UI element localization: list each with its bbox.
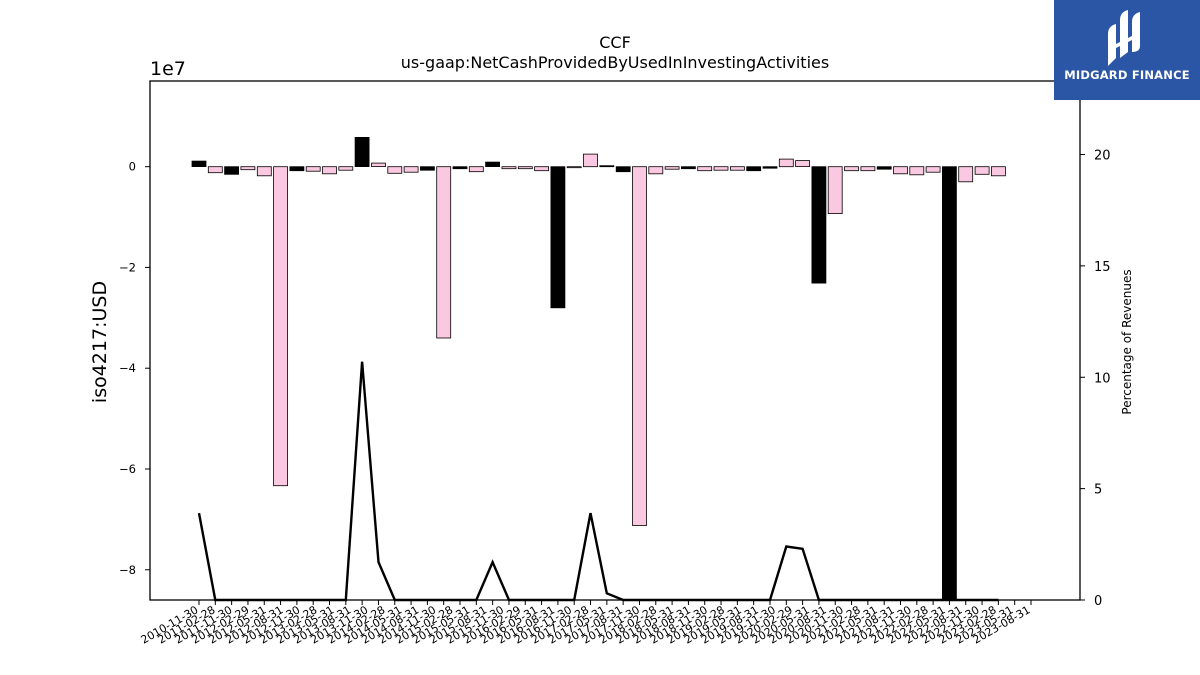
bar-2020-08-31 [827,166,843,214]
bar-2015-02-28 [468,166,484,173]
bar-2011-02-28 [207,166,223,174]
bar-2019-05-31 [746,166,762,172]
bar-2011-11-30 [256,166,272,177]
bar-2011-05-31 [224,166,240,175]
y-tick-label: −8 [119,563,136,577]
chart-title: CCF [599,33,631,52]
bar-2023-02-28 [991,166,1006,177]
bar-2015-08-31 [501,166,517,170]
bar-2019-11-30 [778,158,794,168]
bar-2013-08-31 [371,162,386,168]
y-axis-label: iso4217:USD [89,281,111,403]
bars-layer [191,136,1006,601]
y-offset-label: 1e7 [150,58,186,80]
midgard-logo-icon [1108,10,1140,66]
bar-2014-11-30 [452,166,468,170]
bar-2020-05-31 [811,166,827,284]
y-tick-label: −2 [119,260,136,274]
bar-2011-08-31 [240,166,256,171]
logo-text: MIDGARD FINANCE [1064,68,1190,82]
bar-2014-08-31 [436,166,452,339]
axes-layer: 0−2−4−6−8051015202010-11-302011-02-28201… [119,149,1111,647]
bar-2018-02-28 [664,166,680,170]
bar-2021-08-31 [893,166,908,175]
bar-2014-05-31 [419,166,435,171]
line-layer [197,361,999,602]
bar-2018-05-31 [681,166,696,170]
y2-tick-label: 5 [1094,483,1102,498]
bar-2021-05-31 [876,166,892,170]
y2-tick-label: 10 [1094,371,1111,386]
bar-2020-02-29 [795,160,810,168]
bar-2022-08-31 [958,166,974,183]
bar-2012-05-31 [289,166,305,172]
bar-2022-11-30 [974,166,990,175]
y2-tick-label: 20 [1094,149,1111,164]
bar-2015-11-30 [517,166,533,170]
bar-2014-02-28 [403,166,419,173]
bar-2018-11-30 [713,166,729,171]
bar-2019-02-28 [730,166,745,171]
bar-2012-02-29 [273,166,289,487]
bar-2016-02-29 [534,166,549,172]
bar-2010-11-30 [191,160,207,168]
bar-2015-05-31 [485,161,501,168]
bar-2017-02-28 [599,165,615,168]
y2-axis-label: Percentage of Revenues [1120,269,1134,414]
bar-2018-08-31 [697,166,713,172]
y-tick-label: −6 [119,462,136,476]
bar-2021-11-30 [909,166,925,176]
bar-2017-05-31 [615,166,631,173]
bar-2021-02-28 [860,166,876,172]
bar-2017-11-30 [648,166,664,175]
bar-2013-05-31 [354,136,370,167]
bar-2013-02-28 [338,166,354,171]
y2-tick-label: 15 [1094,260,1111,275]
bar-2017-08-31 [632,166,647,526]
bar-2012-08-31 [305,166,321,172]
bar-2016-08-31 [566,166,582,169]
y-tick-label: 0 [129,160,136,174]
bar-2016-05-31 [550,166,566,309]
y2-tick-label: 0 [1094,594,1102,609]
bar-2020-11-30 [844,166,859,172]
bar-2022-02-28 [925,166,941,173]
bar-2012-11-30 [322,166,337,175]
bar-2022-05-31 [942,166,957,601]
y-tick-label: −4 [119,361,136,375]
midgard-finance-logo: MIDGARD FINANCE [1054,0,1200,100]
bar-2019-08-31 [762,166,778,169]
bar-2016-11-30 [583,153,598,168]
plot-frame [149,80,1081,601]
bar-2013-11-30 [387,166,403,174]
chart-subtitle: us-gaap:NetCashProvidedByUsedInInvesting… [401,53,829,72]
percentage-line [197,361,999,602]
